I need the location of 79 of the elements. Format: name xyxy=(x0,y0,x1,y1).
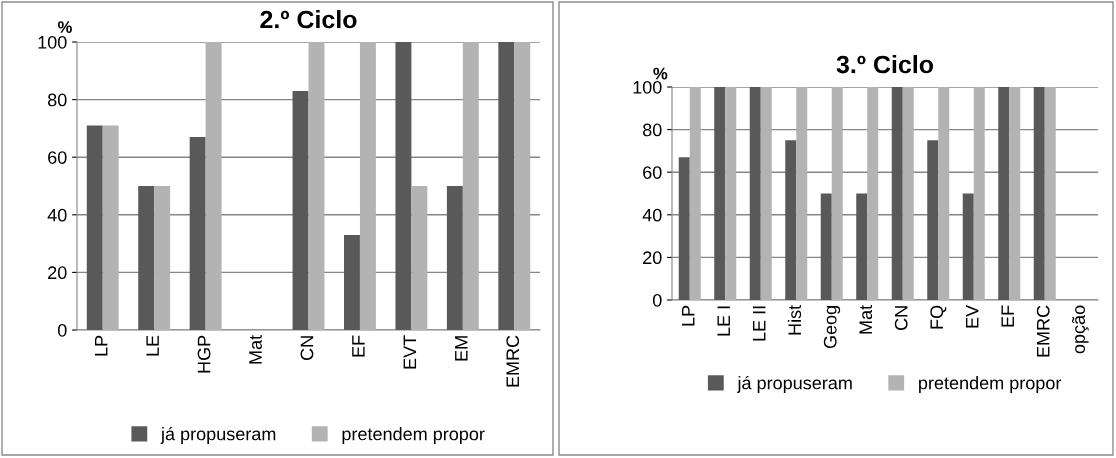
bar xyxy=(154,186,171,330)
bar xyxy=(891,87,903,300)
bar xyxy=(1009,87,1021,300)
y-tick-label: 20 xyxy=(48,266,67,280)
y-tick-label: 0 xyxy=(57,323,67,337)
bar xyxy=(308,42,325,330)
bar xyxy=(205,42,222,330)
x-tick-label: EF xyxy=(1001,305,1014,327)
bar xyxy=(820,193,832,300)
bar xyxy=(395,42,412,330)
bar xyxy=(498,42,515,330)
bar xyxy=(749,87,761,300)
x-tick-label: CN xyxy=(300,336,314,361)
bar xyxy=(714,87,726,300)
y-tick-label: 80 xyxy=(642,123,662,137)
y-tick-label: 40 xyxy=(47,208,67,222)
y-tick-label: 80 xyxy=(47,93,67,107)
bar xyxy=(292,90,309,330)
legend-label: já propuseram xyxy=(160,426,276,444)
bar xyxy=(938,87,950,300)
bar xyxy=(138,186,155,330)
x-tick-label: Mat xyxy=(859,304,873,334)
x-tick-label: LE xyxy=(146,335,159,356)
bar xyxy=(359,42,376,330)
x-tick-label: EM xyxy=(455,336,468,361)
y-tick-label: 20 xyxy=(643,251,662,265)
bar xyxy=(725,87,737,300)
legend-label: já propuseram xyxy=(737,375,852,393)
bar xyxy=(902,87,914,300)
y-axis-title: % xyxy=(653,67,668,80)
bar xyxy=(86,125,103,330)
x-tick-label: LE II xyxy=(753,306,766,341)
bar xyxy=(102,125,119,330)
y-tick-label: 100 xyxy=(633,80,662,94)
x-tick-label: LP xyxy=(682,305,695,326)
x-tick-label: CN xyxy=(894,306,908,331)
bar xyxy=(462,42,479,330)
bar xyxy=(973,87,985,300)
y-tick-label: 60 xyxy=(643,166,662,179)
x-tick-label: Mat xyxy=(249,334,262,364)
x-tick-label: EVT xyxy=(403,335,417,369)
x-tick-label: EV xyxy=(966,304,979,328)
x-tick-label: EMRC xyxy=(506,335,520,387)
x-tick-label: Hist xyxy=(787,304,802,335)
bar xyxy=(831,87,843,300)
bar xyxy=(760,87,772,300)
y-axis-title: % xyxy=(57,21,72,33)
legend-label: pretendem propor xyxy=(919,376,1062,393)
bar xyxy=(689,87,701,300)
bar xyxy=(796,87,808,300)
bar xyxy=(927,140,939,300)
x-tick-label: HGP xyxy=(197,335,211,373)
x-tick-label: EF xyxy=(352,335,365,357)
y-tick-label: 100 xyxy=(38,35,67,49)
bar xyxy=(962,193,974,300)
x-tick-label: EMRC xyxy=(1036,305,1050,357)
y-tick-label: 40 xyxy=(642,208,662,222)
x-tick-label: LP xyxy=(94,335,108,356)
y-tick-label: 0 xyxy=(652,293,662,307)
bar xyxy=(678,157,690,300)
bar xyxy=(189,137,206,330)
bar xyxy=(344,234,360,330)
bar xyxy=(1033,87,1045,300)
legend-label: pretendem propor xyxy=(342,427,485,444)
x-tick-label: Geog xyxy=(823,306,841,349)
bar xyxy=(856,193,868,300)
chart-title: 2.º Ciclo xyxy=(260,9,357,29)
y-tick-label: 60 xyxy=(48,151,67,164)
x-tick-label: opção xyxy=(1071,305,1089,354)
bar xyxy=(514,42,531,330)
bar xyxy=(998,87,1010,300)
x-tick-label: LE I xyxy=(717,306,730,336)
chart-title: 3.º Ciclo xyxy=(836,54,934,74)
bar xyxy=(446,186,463,330)
bar xyxy=(785,140,797,300)
bar xyxy=(411,186,428,330)
x-tick-label: FQ xyxy=(930,305,947,329)
bar xyxy=(1044,87,1056,300)
bar xyxy=(867,87,879,300)
